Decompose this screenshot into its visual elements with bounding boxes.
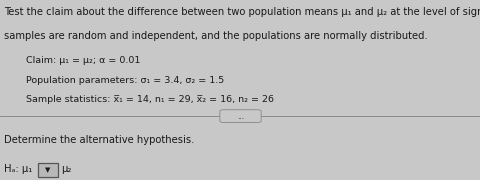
Text: ...: ... [237,112,243,121]
Text: ▼: ▼ [45,167,50,173]
FancyBboxPatch shape [219,110,261,123]
Text: Sample statistics: x̅₁ = 14, n₁ = 29, x̅₂ = 16, n₂ = 26: Sample statistics: x̅₁ = 14, n₁ = 29, x̅… [26,95,274,104]
Text: Population parameters: σ₁ = 3.4, σ₂ = 1.5: Population parameters: σ₁ = 3.4, σ₂ = 1.… [26,76,224,85]
Text: samples are random and independent, and the populations are normally distributed: samples are random and independent, and … [4,31,427,41]
Text: Determine the alternative hypothesis.: Determine the alternative hypothesis. [4,135,194,145]
Bar [37,163,58,177]
Text: Hₐ: μ₁: Hₐ: μ₁ [4,164,32,174]
Text: Claim: μ₁ = μ₂; α = 0.01: Claim: μ₁ = μ₂; α = 0.01 [26,56,141,65]
Text: Test the claim about the difference between two population means μ₁ and μ₂ at th: Test the claim about the difference betw… [4,7,480,17]
Text: μ₂: μ₂ [61,164,72,174]
